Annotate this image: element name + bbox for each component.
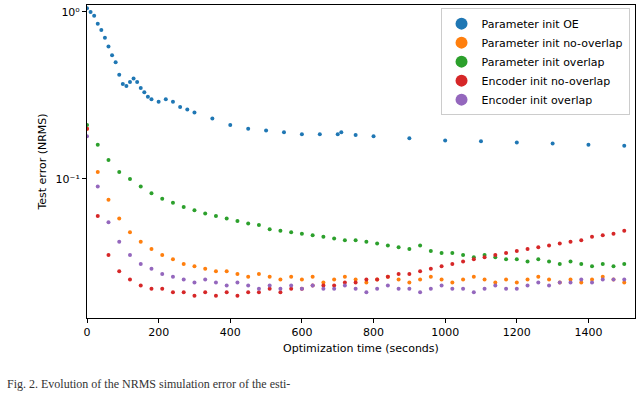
svg-text:200: 200 — [148, 326, 169, 339]
svg-text:Fig. 2. Evolution of the NRMS: Fig. 2. Evolution of the NRMS simulation… — [7, 377, 290, 391]
svg-text:Encoder init no-overlap: Encoder init no-overlap — [482, 75, 611, 88]
svg-text:1400: 1400 — [574, 326, 602, 339]
svg-text:Test error (NRMS): Test error (NRMS) — [36, 113, 49, 210]
svg-text:0: 0 — [84, 326, 91, 339]
svg-text:400: 400 — [220, 326, 241, 339]
svg-text:1000: 1000 — [431, 326, 459, 339]
svg-text:600: 600 — [291, 326, 312, 339]
svg-text:10⁰: 10⁰ — [61, 6, 80, 19]
svg-text:Parameter init no-overlap: Parameter init no-overlap — [482, 37, 623, 50]
svg-text:1200: 1200 — [503, 326, 531, 339]
svg-text:800: 800 — [363, 326, 384, 339]
svg-text:Parameter init overlap: Parameter init overlap — [482, 56, 605, 69]
svg-text:10⁻¹: 10⁻¹ — [56, 173, 80, 186]
svg-text:Encoder init overlap: Encoder init overlap — [482, 94, 593, 107]
svg-text:Parameter init OE: Parameter init OE — [482, 18, 579, 31]
svg-text:Optimization time (seconds): Optimization time (seconds) — [283, 342, 439, 355]
